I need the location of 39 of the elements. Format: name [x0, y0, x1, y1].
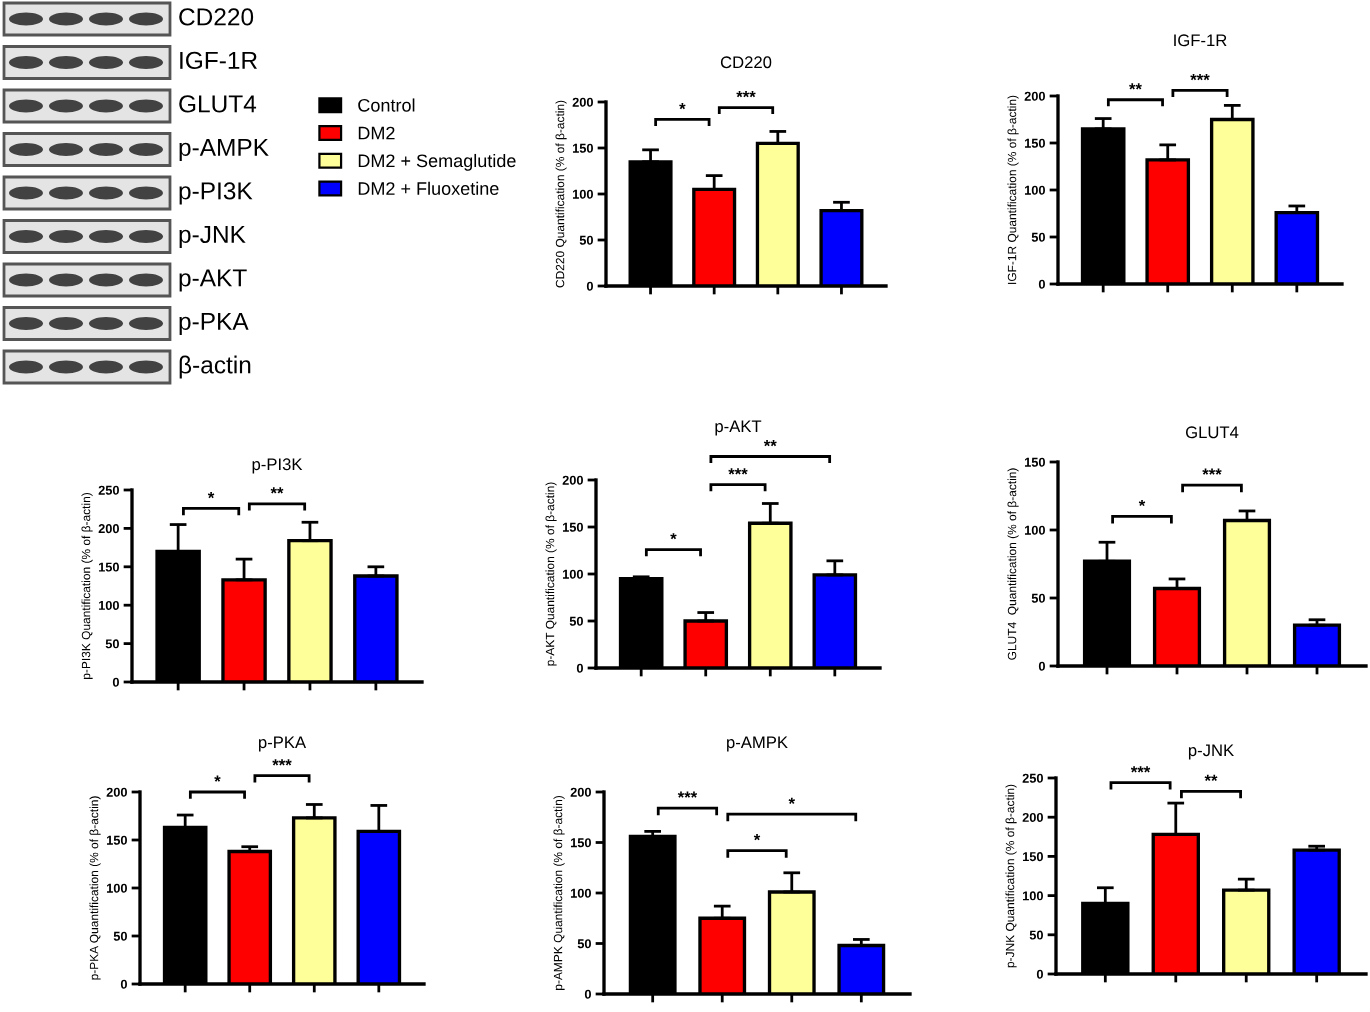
chart-title: p-JNK [1188, 744, 1234, 760]
text: GLUT4 [179, 95, 257, 113]
annotation: *** [677, 791, 698, 798]
text: *** [728, 468, 748, 475]
text: β-actin [179, 355, 251, 379]
text: *** [736, 91, 756, 98]
chart-title: CD220 [720, 56, 772, 69]
annotation: * [207, 491, 215, 499]
annotation: ** [270, 487, 284, 494]
text: p-PI3K [179, 182, 253, 205]
annotation: * [788, 797, 795, 804]
chart-title: GLUT4 [1185, 426, 1239, 439]
text: p-AMPK [179, 139, 269, 161]
annotation: * [1138, 499, 1146, 507]
text: p-JNK [179, 226, 246, 248]
chart-title: p-AKT [715, 420, 762, 436]
text: ** [1129, 83, 1142, 90]
text: IGF-1R [180, 51, 257, 70]
annotation: *** [1202, 468, 1222, 475]
text: * [214, 775, 221, 782]
text: p-AKT [179, 269, 247, 292]
legend-label: Control [358, 98, 415, 112]
text: CD220 [179, 8, 254, 26]
annotation: * [670, 533, 677, 540]
chart-title: p-PKA [258, 736, 307, 752]
legend-label: DM2 + Fluoxetine [358, 181, 499, 195]
annotation: ** [1204, 774, 1218, 782]
chart-title: p-PI3K [252, 458, 303, 474]
text: ** [763, 440, 777, 447]
chart-title: p-AMPK [727, 736, 788, 752]
annotation: * [753, 834, 761, 841]
chart-title: IGF-1R [1174, 34, 1227, 47]
legend-label: DM2 [358, 126, 395, 140]
annotation: * [679, 103, 686, 110]
text: *** [1190, 73, 1210, 81]
text: *** [1130, 766, 1151, 773]
text: *** [272, 759, 292, 766]
text: p-PKA [179, 313, 249, 335]
legend-label: DM2 + Semaglutide [358, 153, 516, 171]
